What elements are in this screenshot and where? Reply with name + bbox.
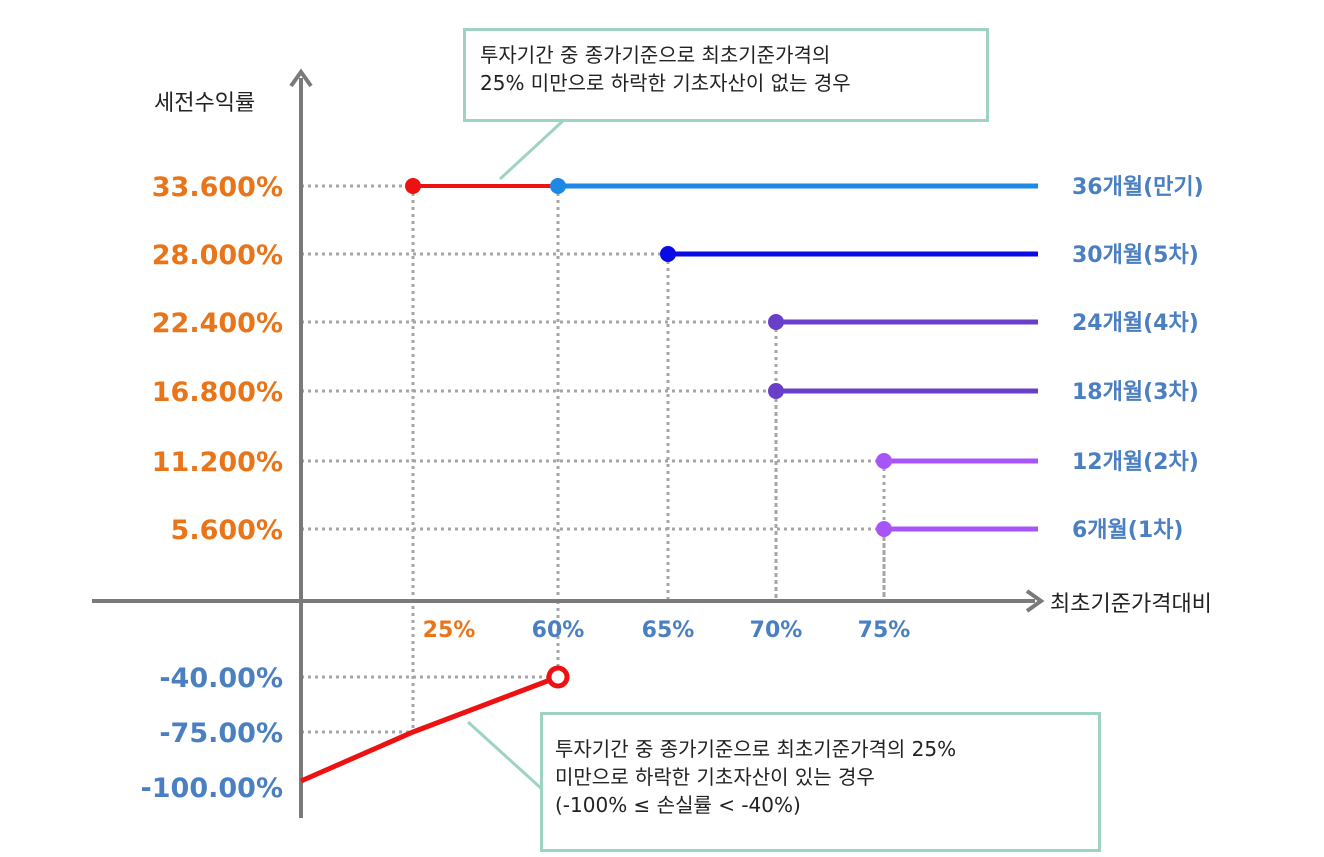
breach-note-line-1: 투자기간 중 종가기준으로 최초기준가격의 25% [555, 737, 957, 761]
guide-lines [301, 184, 886, 734]
no-breach-note-line-2: 25% 미만으로 하락한 기초자산이 없는 경우 [480, 71, 851, 95]
x-tick-labels: 25% 60% 65% 70% 75% [423, 618, 911, 643]
x-tick-label: 65% [642, 618, 695, 643]
no-breach-note: 투자기간 중 종가기준으로 최초기준가격의 25% 미만으로 하락한 기초자산이… [463, 28, 989, 122]
bottom-note-connector [466, 720, 545, 792]
y-tick-label: -75.00% [159, 718, 283, 749]
y-tick-label: 16.800% [152, 377, 283, 408]
marker-series [660, 246, 676, 262]
series-label: 30개월(5차) [1072, 243, 1199, 268]
marker-series [768, 383, 784, 399]
top-note-connector [498, 117, 567, 181]
series-label: 24개월(4차) [1072, 311, 1199, 336]
marker-series [550, 178, 566, 194]
breach-note: 투자기간 중 종가기준으로 최초기준가격의 25% 미만으로 하락한 기초자산이… [540, 712, 1101, 852]
x-tick-label: 60% [532, 618, 585, 643]
marker-loss-open [546, 665, 570, 689]
series-label: 12개월(2차) [1072, 450, 1199, 475]
y-tick-label: 28.000% [152, 240, 283, 271]
y-tick-label: -40.00% [159, 663, 283, 694]
y-tick-labels: 33.600% 28.000% 22.400% 16.800% 11.200% 5.600… [141, 172, 283, 804]
x-tick-label: 75% [858, 618, 911, 643]
x-axis-arrow-icon [1025, 589, 1045, 613]
x-tick-label: 70% [750, 618, 803, 643]
series-label: 18개월(3차) [1072, 380, 1199, 405]
series-lines [299, 183, 1038, 784]
marker-series [876, 521, 892, 537]
breach-note-line-3: (-100% ≤ 손실률 < -40%) [555, 793, 801, 817]
y-tick-label: 11.200% [152, 447, 283, 478]
y-axis-arrow-icon [289, 68, 313, 88]
breach-note-line-2: 미만으로 하락한 기초자산이 있는 경우 [555, 765, 875, 789]
no-breach-note-line-1: 투자기간 중 종가기준으로 최초기준가격의 [480, 43, 831, 67]
series-markers [405, 178, 892, 689]
series-label: 6개월(1차) [1072, 518, 1183, 543]
axes: 세전수익률 최초기준가격대비 [92, 68, 1212, 818]
y-tick-label: 5.600% [171, 515, 283, 546]
marker-series [768, 314, 784, 330]
series-label: 36개월(만기) [1072, 175, 1204, 200]
y-axis-title: 세전수익률 [154, 91, 255, 116]
marker-maturity-no-breach [405, 178, 421, 194]
marker-series [876, 453, 892, 469]
y-tick-label: -100.00% [141, 773, 283, 804]
y-tick-label: 22.400% [152, 308, 283, 339]
line-loss [299, 674, 559, 784]
x-axis-title: 최초기준가격대비 [1050, 592, 1212, 617]
x-tick-label: 25% [423, 618, 476, 643]
series-labels: 36개월(만기) 30개월(5차) 24개월(4차) 18개월(3차) 12개월(2차)… [1072, 175, 1204, 543]
y-tick-label: 33.600% [152, 172, 283, 203]
